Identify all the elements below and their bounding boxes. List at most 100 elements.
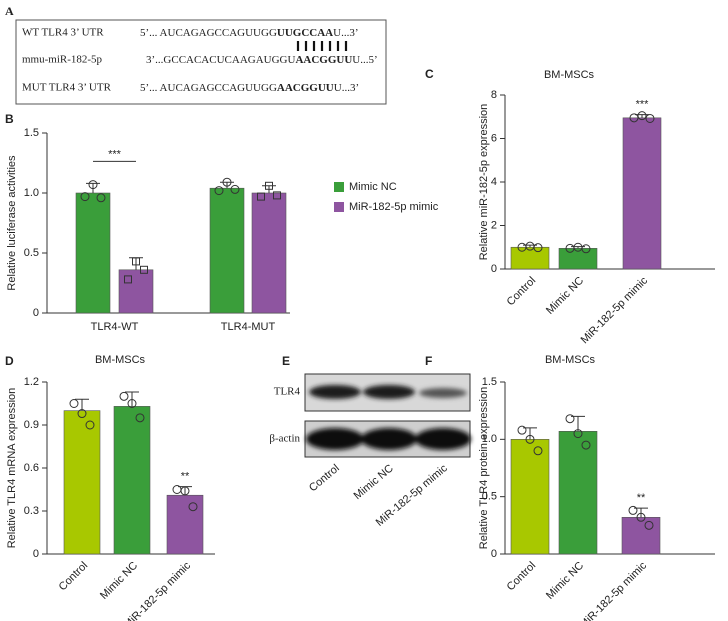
data-point xyxy=(533,243,543,253)
data-point xyxy=(172,485,182,494)
sequence-name: mmu-miR-182-5p xyxy=(22,54,103,66)
data-point xyxy=(273,191,281,200)
y-tick-label: 0.6 xyxy=(24,462,39,474)
x-tick-label: Control xyxy=(505,275,539,309)
data-point xyxy=(565,414,575,424)
panel-letter: A xyxy=(5,4,14,18)
y-tick-label: 0 xyxy=(491,548,497,560)
data-point xyxy=(581,440,591,450)
data-point xyxy=(188,502,198,512)
bar xyxy=(75,192,111,314)
significance-label: ** xyxy=(181,471,190,483)
legend-swatch xyxy=(334,202,344,212)
bar xyxy=(209,187,245,314)
data-point xyxy=(124,275,132,284)
blot-bands xyxy=(306,385,471,450)
data-point xyxy=(69,399,79,408)
data-point xyxy=(644,520,654,530)
x-tick-label: TLR4-MUT xyxy=(221,321,276,333)
sequence-part: U...5’ xyxy=(352,54,377,66)
bar xyxy=(510,439,550,555)
data-point xyxy=(573,429,583,439)
data-point xyxy=(637,111,647,121)
bar xyxy=(166,494,204,555)
panel-letter: E xyxy=(282,354,290,368)
sequence-part: 5’... AUCAGAGCCAGUUGG xyxy=(140,27,277,39)
data-point xyxy=(140,265,148,274)
panel-letter: D xyxy=(5,354,14,368)
data-point xyxy=(525,434,535,444)
data-point xyxy=(265,181,273,190)
y-tick-label: 0 xyxy=(491,263,497,275)
data-point xyxy=(230,184,240,194)
error-bar xyxy=(178,486,192,496)
sequence-name: MUT TLR4 3’ UTR xyxy=(22,82,112,94)
data-point xyxy=(77,409,87,419)
y-tick-label: 1.2 xyxy=(24,376,39,388)
sequence-part: AACGGUU xyxy=(277,82,334,94)
error-bar xyxy=(523,427,537,440)
pairing-lines xyxy=(296,41,348,51)
y-tick-label: 0.9 xyxy=(24,419,39,431)
error-bar xyxy=(75,398,89,411)
significance-label: ** xyxy=(637,492,646,504)
panel-letter: F xyxy=(425,354,432,368)
y-axis-label: Relative luciferase activities xyxy=(6,155,18,291)
x-tick-label: Mimic NC xyxy=(98,560,140,602)
y-tick-label: 0 xyxy=(33,307,39,319)
significance-label: *** xyxy=(636,98,650,110)
sequence: 3’...GCCACACUCAAGAUGGUAACGGUUU...5’ xyxy=(146,54,378,66)
bar xyxy=(251,192,287,314)
data-point xyxy=(222,177,232,187)
sequence-part: 5’... AUCAGAGCCAGUUGG xyxy=(140,82,277,94)
sequence-box xyxy=(15,19,387,105)
blot-lane-label: Mimic NC xyxy=(352,462,396,502)
panel-letter: C xyxy=(425,67,434,81)
y-tick-label: 0.5 xyxy=(482,491,497,503)
sequence-panel: A WT TLR4 3’ UTR 5’... AUCAGAGCCAGUUGGUUG… xyxy=(5,4,387,105)
data-point xyxy=(127,399,137,408)
legend-swatch xyxy=(334,182,344,192)
bar xyxy=(558,431,598,555)
x-tick-label: TLR4-WT xyxy=(91,321,139,333)
legend-label: Mimic NC xyxy=(349,181,397,193)
data-point xyxy=(645,113,655,123)
data-point xyxy=(180,486,190,496)
y-axis-label: Relative miR-182-5p expression xyxy=(478,104,490,261)
sequence-part: 3’...GCCACACUCAAGAUGGU xyxy=(146,54,295,66)
error-bar xyxy=(635,114,649,118)
data-point xyxy=(85,420,95,430)
data-point xyxy=(581,244,591,254)
chart-title: BM-MSCs xyxy=(95,354,146,366)
data-point xyxy=(132,257,140,266)
panel-letter: B xyxy=(5,112,14,126)
x-tick-label: MiR-182-5p mimic xyxy=(578,559,650,621)
data-point xyxy=(636,512,646,522)
sequence-part: UUGCCAA xyxy=(277,27,333,39)
data-point xyxy=(533,446,543,456)
y-tick-label: 0 xyxy=(33,548,39,560)
legend-label: MiR-182-5p mimic xyxy=(349,201,439,213)
y-tick-label: 0.5 xyxy=(24,247,39,259)
y-tick-label: 8 xyxy=(491,89,497,101)
sequence-part: U...3’ xyxy=(334,82,359,94)
chart-title: BM-MSCs xyxy=(544,69,595,81)
chart-title: BM-MSCs xyxy=(545,354,596,366)
y-tick-label: 2 xyxy=(491,219,497,231)
data-point xyxy=(119,391,129,401)
sequence: 5’... AUCAGAGCCAGUUGGAACGGUUU...3’ xyxy=(140,82,359,94)
y-tick-label: 4 xyxy=(491,176,497,188)
data-point xyxy=(629,113,639,123)
data-point xyxy=(88,180,98,190)
y-tick-label: 1.0 xyxy=(482,433,497,445)
bar xyxy=(113,406,151,555)
x-tick-label: MiR-182-5p mimic xyxy=(579,274,651,346)
y-tick-label: 1.5 xyxy=(482,376,497,388)
y-axis-label: Relative TLR4 mRNA expression xyxy=(6,388,18,549)
bar xyxy=(621,517,661,555)
blot-row-label: TLR4 xyxy=(274,386,301,398)
x-tick-label: Mimic NC xyxy=(544,560,586,602)
sequence: 5’... AUCAGAGCCAGUUGGUUGCCAAU...3’ xyxy=(140,27,359,39)
